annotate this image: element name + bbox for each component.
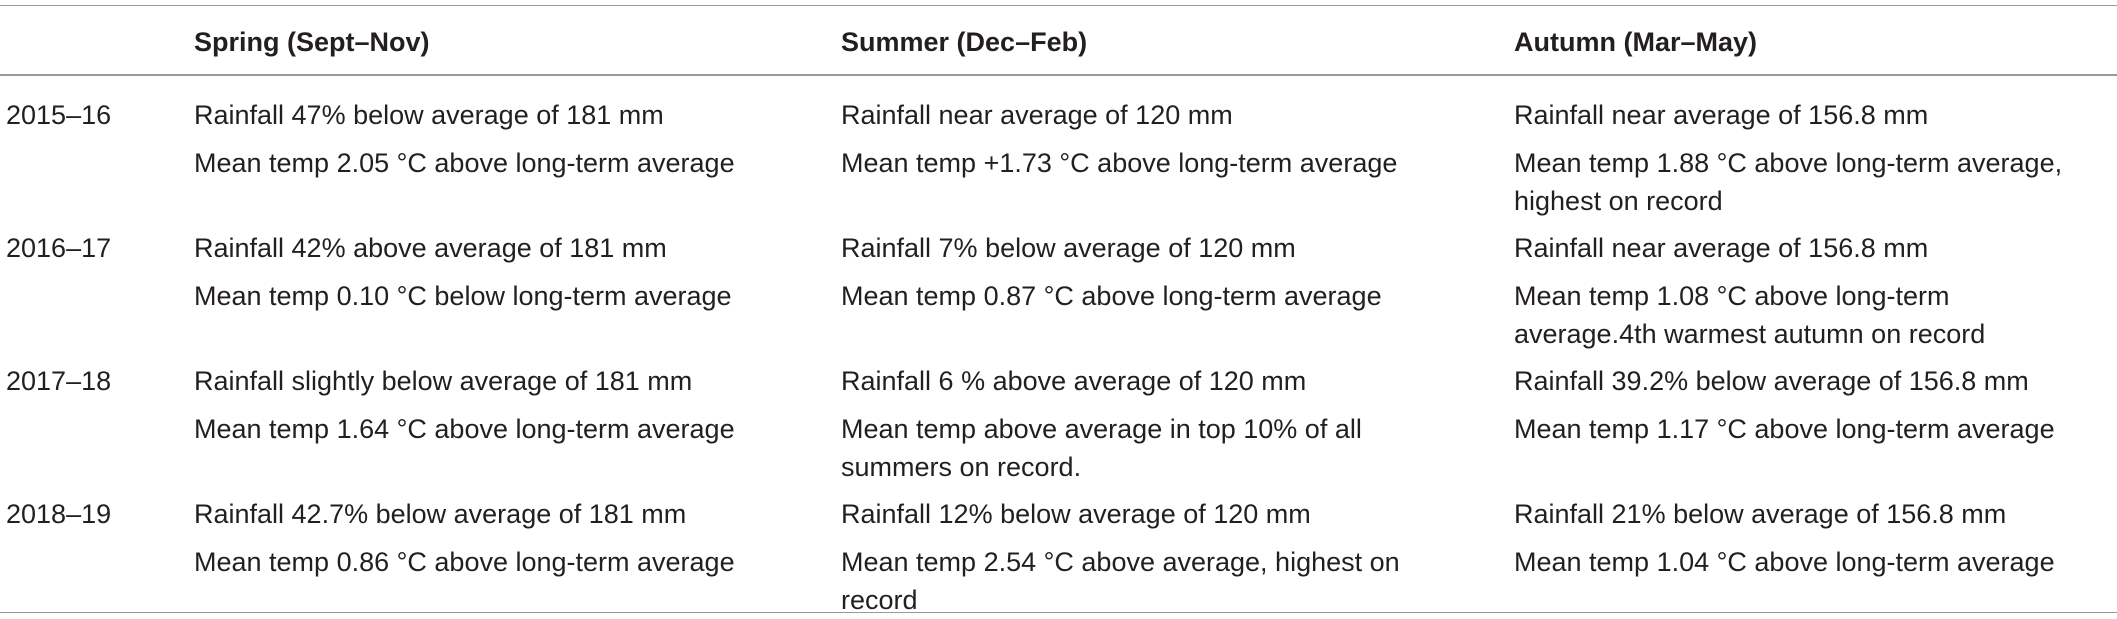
table-bottom-rule [0,612,2117,613]
row-year: 2015–16 [6,100,112,130]
cell-text: Rainfall 42% above average of 181 mm [194,233,667,263]
cell-summer: Rainfall near average of 120 mm Mean tem… [841,96,1461,182]
cell-text: Mean temp 1.17 °C above long-term averag… [1514,414,2055,444]
header-spring: Spring (Sept–Nov) [194,27,430,57]
row-year: 2016–17 [6,233,112,263]
cell-text: Rainfall slightly below average of 181 m… [194,366,693,396]
cell-text: record [841,585,918,615]
cell-spring: Rainfall 42% above average of 181 mm Mea… [194,229,814,315]
cell-text: Rainfall 47% below average of 181 mm [194,100,664,130]
header-autumn: Autumn (Mar–May) [1514,27,1758,57]
cell-text: Rainfall near average of 120 mm [841,100,1233,130]
cell-text: Rainfall near average of 156.8 mm [1514,233,1929,263]
header-rule [0,74,2117,76]
cell-spring: Rainfall 47% below average of 181 mm Mea… [194,96,814,182]
cell-text: Mean temp 2.05 °C above long-term averag… [194,148,735,178]
cell-text: Mean temp 1.88 °C above long-term averag… [1514,148,2063,178]
cell-text: Mean temp 0.10 °C below long-term averag… [194,281,732,311]
cell-text: Mean temp above average in top 10% of al… [841,414,1362,444]
cell-text: Mean temp 0.86 °C above long-term averag… [194,547,735,577]
cell-spring: Rainfall slightly below average of 181 m… [194,362,814,448]
cell-text: Mean temp 1.64 °C above long-term averag… [194,414,735,444]
row-year: 2018–19 [6,499,112,529]
cell-summer: Rainfall 7% below average of 120 mm Mean… [841,229,1461,315]
cell-text: Rainfall 12% below average of 120 mm [841,499,1311,529]
cell-summer: Rainfall 12% below average of 120 mm Mea… [841,495,1461,619]
cell-spring: Rainfall 42.7% below average of 181 mm M… [194,495,814,581]
cell-text: Rainfall 21% below average of 156.8 mm [1514,499,2007,529]
cell-text: Mean temp 1.08 °C above long-term [1514,281,1950,311]
cell-autumn: Rainfall near average of 156.8 mm Mean t… [1514,229,2114,353]
cell-text: Rainfall 6 % above average of 120 mm [841,366,1307,396]
cell-summer: Rainfall 6 % above average of 120 mm Mea… [841,362,1461,486]
cell-text: summers on record. [841,452,1082,482]
cell-text: highest on record [1514,186,1723,216]
cell-autumn: Rainfall 39.2% below average of 156.8 mm… [1514,362,2114,448]
cell-text: Mean temp 2.54 °C above average, highest… [841,547,1400,577]
cell-autumn: Rainfall near average of 156.8 mm Mean t… [1514,96,2114,220]
cell-text: Rainfall near average of 156.8 mm [1514,100,1929,130]
cell-text: average.4th warmest autumn on record [1514,319,1986,349]
cell-text: Mean temp +1.73 °C above long-term avera… [841,148,1398,178]
cell-text: Rainfall 42.7% below average of 181 mm [194,499,687,529]
cell-text: Rainfall 39.2% below average of 156.8 mm [1514,366,2029,396]
row-year: 2017–18 [6,366,112,396]
cell-autumn: Rainfall 21% below average of 156.8 mm M… [1514,495,2114,581]
cell-text: Mean temp 0.87 °C above long-term averag… [841,281,1382,311]
header-summer: Summer (Dec–Feb) [841,27,1088,57]
cell-text: Rainfall 7% below average of 120 mm [841,233,1296,263]
table-top-rule [0,5,2117,6]
cell-text: Mean temp 1.04 °C above long-term averag… [1514,547,2055,577]
